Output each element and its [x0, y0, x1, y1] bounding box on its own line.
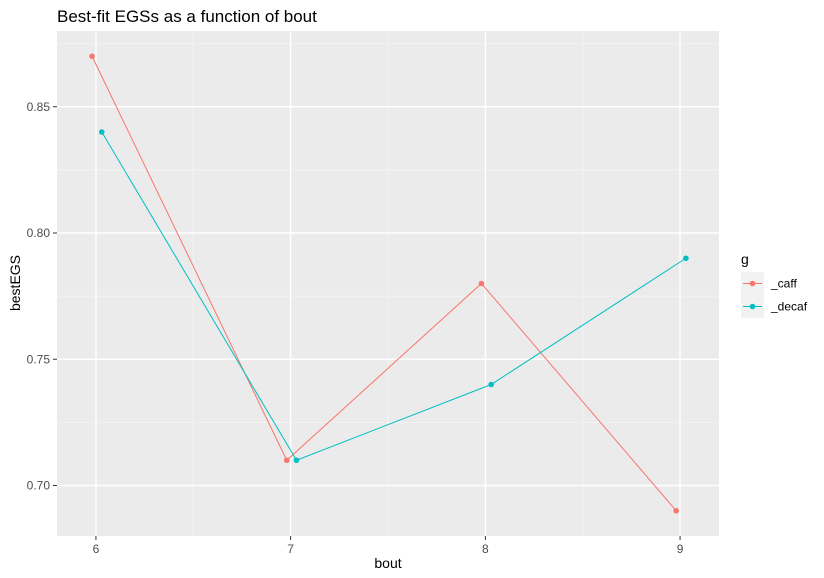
chart-title: Best-fit EGSs as a function of bout	[57, 7, 317, 26]
major-gridlines	[57, 31, 719, 536]
x-tick-label: 8	[482, 542, 489, 556]
y-tick-label: 0.80	[27, 226, 51, 240]
axis-ticks	[53, 106, 681, 540]
data-point_caff	[89, 53, 95, 60]
data-point_decaf	[293, 457, 300, 464]
data-point_caff	[478, 280, 485, 287]
series-layer	[89, 53, 689, 514]
x-tick-label: 7	[287, 542, 294, 556]
data-point_decaf	[98, 129, 105, 135]
data-point_decaf	[683, 255, 689, 262]
y-tick-label: 0.75	[27, 352, 51, 366]
x-tick-label: 9	[677, 542, 684, 556]
y-axis-title: bestEGS	[7, 255, 23, 311]
x-axis-title: bout	[374, 555, 401, 571]
minor-gridlines	[57, 31, 719, 536]
data-point_decaf	[488, 381, 494, 388]
legend-label: _caff	[770, 277, 797, 291]
data-point_caff	[283, 457, 290, 464]
legend-key-point	[749, 280, 756, 287]
legend-key-point	[749, 303, 756, 310]
data-point_caff	[673, 507, 679, 514]
legend-label: _decaf	[770, 300, 808, 314]
y-tick-label: 0.70	[27, 479, 51, 493]
legend-title: g	[741, 251, 749, 267]
series-line_decaf	[101, 131, 687, 461]
series-line_caff	[91, 56, 677, 512]
tick-labels: 6 7 8 9 0.70 0.75 0.80 0.85	[27, 100, 684, 556]
x-tick-label: 6	[93, 542, 100, 556]
legend: g _caff _decaf	[741, 251, 808, 318]
y-tick-label: 0.85	[27, 100, 51, 114]
